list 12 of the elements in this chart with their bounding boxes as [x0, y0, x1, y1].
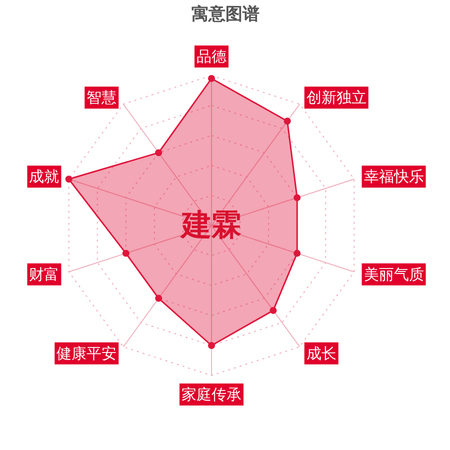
spoke-label: 品德	[196, 48, 226, 66]
spoke-label: 家庭传承	[182, 386, 242, 404]
spoke-label: 幸福快乐	[364, 168, 424, 186]
spoke-label: 财富	[29, 265, 60, 284]
chart-title: 寓意图谱	[192, 4, 260, 24]
spoke-label: 健康平安	[56, 344, 117, 362]
spoke-label: 美丽气质	[364, 265, 424, 284]
spoke-label: 创新独立	[306, 88, 366, 107]
text: 建霖	[180, 208, 242, 243]
spoke-label: 成长	[306, 344, 336, 362]
spoke-label: 成就	[29, 168, 60, 186]
spoke-label: 智慧	[86, 88, 117, 107]
